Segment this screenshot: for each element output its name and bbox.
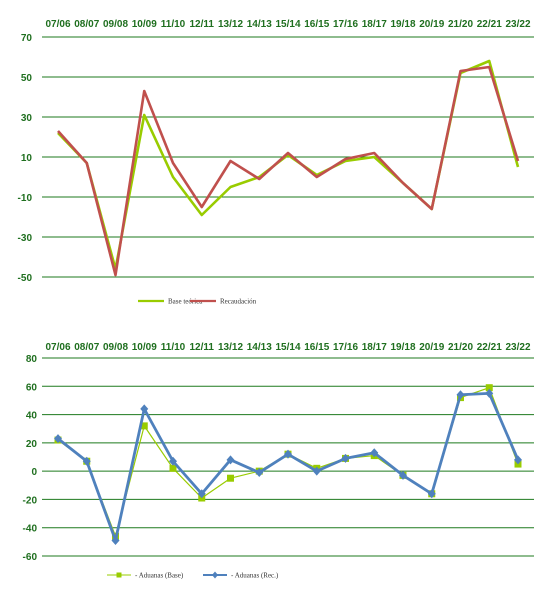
chart2-legend-label: - Aduanas (Base) [135, 572, 184, 580]
chart2-series-line-1 [57, 387, 519, 537]
chart2-point-rec [370, 448, 379, 458]
chart2-y-tick-label: -40 [23, 524, 38, 535]
chart2-x-tick-label: 16/15 [304, 342, 329, 353]
chart2-x-tick-label: 17/16 [333, 342, 358, 353]
chart2-x-tick-label: 08/07 [74, 342, 99, 353]
chart1-x-tick-label: 18/17 [362, 19, 387, 30]
chart2-x-tick-label: 18/17 [362, 342, 387, 353]
chart2-point-rec [485, 388, 494, 398]
chart2-x-tick-label: 15/14 [275, 342, 300, 353]
chart2-y-tick-label: 0 [31, 467, 37, 478]
chart2-legend-label: - Aduanas (Rec.) [231, 572, 279, 580]
chart1-series-line-1 [57, 59, 520, 271]
chart2-point-rec [255, 468, 264, 478]
chart1-x-tick-label: 21/20 [448, 19, 473, 30]
chart2-point-rec [427, 489, 436, 499]
chart2-x-tick-label: 22/21 [477, 342, 502, 353]
chart2-point-base [140, 422, 148, 430]
chart1-x-tick-label: 20/19 [419, 19, 444, 30]
chart2-point-rec [312, 466, 321, 476]
chart1-y-tick-label: 70 [21, 33, 33, 44]
chart2-point-rec [226, 455, 235, 465]
chart2-point-rec [341, 453, 350, 463]
chart2-point-rec [54, 434, 62, 444]
chart1-legend-label: Base teórica [168, 298, 203, 306]
chart2-y-tick-label: -60 [23, 552, 38, 563]
chart2-point-rec [399, 470, 407, 480]
chart2-x-tick-label: 07/06 [45, 342, 70, 353]
chart2-point-rec [140, 404, 149, 414]
chart2-x-tick-label: 11/10 [161, 342, 186, 353]
chart1-y-tick-label: 10 [21, 153, 33, 164]
chart1-y-tick-label: -30 [18, 233, 33, 244]
chart1-x-tick-label: 14/13 [247, 19, 272, 30]
chart2-point-rec [82, 456, 91, 466]
chart1-x-tick-label: 11/10 [161, 19, 186, 30]
chart1-legend-label: Recaudación [220, 298, 257, 306]
chart2-point-rec [284, 449, 292, 459]
chart1-x-tick-label: 07/06 [45, 19, 70, 30]
chart2-x-tick-label: 23/22 [505, 342, 530, 353]
chart2-legend-marker [212, 571, 218, 579]
chart2-x-tick-label: 10/09 [132, 342, 157, 353]
chart1-x-tick-label: 23/22 [505, 19, 530, 30]
chart-top: -50 -30 -10 10 30 50 70 07/06 08/07 09/08 10/09 11/… [18, 19, 534, 306]
chart2-x-tick-label: 19/18 [390, 342, 415, 353]
chart1-x-tick-label: 16/15 [304, 19, 329, 30]
chart2-legend-marker [116, 572, 122, 578]
chart2-x-tick-label: 20/19 [419, 342, 444, 353]
chart1-x-tick-label: 09/08 [103, 19, 128, 30]
chart1-x-tick-label: 19/18 [390, 19, 415, 30]
chart1-x-tick-label: 10/09 [132, 19, 157, 30]
chart2-point-base [485, 384, 493, 392]
chart1-y-tick-label: -10 [18, 193, 33, 204]
chart2-point-rec [111, 535, 120, 545]
chart2-point-base [227, 474, 234, 482]
chart2-y-tick-label: 80 [26, 354, 38, 365]
chart1-y-tick-label: 50 [21, 73, 33, 84]
chart2-series-line-2 [57, 391, 520, 542]
chart-bottom: -60 -40 -20 0 20 40 60 80 07/06 08/07 09/08 10/09 11… [23, 342, 534, 580]
chart1-x-tick-label: 13/12 [218, 19, 243, 30]
chart2-point-rec [514, 455, 522, 465]
chart1-x-tick-label: 12/11 [190, 19, 215, 30]
chart2-point-rec [456, 390, 465, 400]
chart2-y-tick-label: 40 [26, 411, 38, 422]
chart2-point-base [169, 464, 177, 472]
chart2-x-tick-label: 09/08 [103, 342, 128, 353]
chart2-x-tick-label: 14/13 [247, 342, 272, 353]
chart2-x-tick-label: 12/11 [190, 342, 215, 353]
chart1-series-line-2 [57, 65, 520, 277]
chart1-x-tick-label: 22/21 [477, 19, 502, 30]
chart2-point-rec [169, 456, 177, 466]
chart2-y-tick-label: 60 [26, 382, 38, 393]
chart2-y-tick-label: 20 [26, 439, 38, 450]
chart2-point-rec [197, 489, 206, 499]
chart2-y-tick-label: -20 [23, 495, 38, 506]
chart1-y-tick-label: -50 [18, 273, 33, 284]
chart2-x-tick-label: 13/12 [218, 342, 243, 353]
chart2-x-tick-label: 21/20 [448, 342, 473, 353]
chart1-x-tick-label: 17/16 [333, 19, 358, 30]
chart1-x-tick-label: 08/07 [74, 19, 99, 30]
chart1-x-tick-label: 15/14 [275, 19, 300, 30]
chart1-y-tick-label: 30 [21, 113, 33, 124]
